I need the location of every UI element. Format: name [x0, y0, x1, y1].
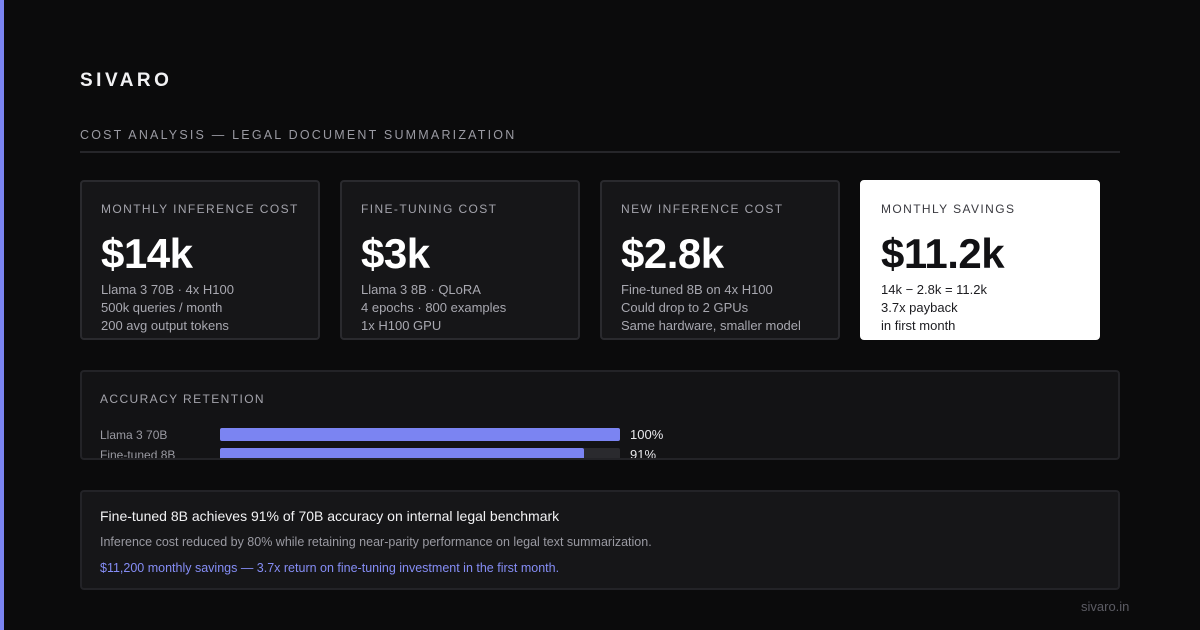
card-value: $14k	[101, 230, 193, 277]
card-detail: 1x H100 GPU	[361, 318, 442, 333]
card-detail: Same hardware, smaller model	[621, 318, 801, 333]
card-detail: Fine-tuned 8B on 4x H100	[621, 282, 773, 297]
accuracy-row-llama-70b: Llama 3 70B 100%	[100, 427, 1100, 443]
card-detail: Could drop to 2 GPUs	[621, 300, 749, 315]
accuracy-bar-fill	[220, 428, 620, 441]
accuracy-title: ACCURACY RETENTION	[100, 392, 265, 406]
summary-detail: Inference cost reduced by 80% while reta…	[100, 535, 652, 549]
card-detail: 200 avg output tokens	[101, 318, 229, 333]
accent-bar	[0, 0, 4, 630]
card-label: NEW INFERENCE COST	[621, 202, 784, 216]
summary-panel: Fine-tuned 8B achieves 91% of 70B accura…	[80, 490, 1120, 590]
card-detail: 4 epochs · 800 examples	[361, 300, 507, 315]
footer-url: sivaro.in	[1081, 599, 1130, 614]
accuracy-row-fine-tuned-8b: Fine-tuned 8B 91%	[100, 447, 1100, 460]
card-label: FINE-TUNING COST	[361, 202, 498, 216]
card-fine-tuning-cost: FINE-TUNING COST $3k Llama 3 8B · QLoRA …	[340, 180, 580, 340]
card-detail: 500k queries / month	[101, 300, 223, 315]
accuracy-retention-panel: ACCURACY RETENTION Llama 3 70B 100% Fine…	[80, 370, 1120, 460]
divider	[80, 151, 1120, 153]
card-value: $3k	[361, 230, 430, 277]
accuracy-row-label: Llama 3 70B	[100, 428, 168, 442]
accuracy-bar-track	[220, 428, 620, 441]
accuracy-bar-track	[220, 448, 620, 458]
card-detail: 3.7x payback	[881, 300, 958, 315]
accuracy-percent: 100%	[630, 427, 664, 442]
accuracy-percent: 91%	[630, 447, 657, 460]
brand-logo: SIVARO	[80, 70, 173, 91]
card-detail: Llama 3 8B · QLoRA	[361, 282, 481, 297]
card-detail: Llama 3 70B · 4x H100	[101, 282, 234, 297]
summary-headline: Fine-tuned 8B achieves 91% of 70B accura…	[100, 508, 560, 524]
accuracy-row-label: Fine-tuned 8B	[100, 448, 176, 460]
card-monthly-savings: MONTHLY SAVINGS $11.2k 14k − 2.8k = 11.2…	[860, 180, 1100, 340]
card-value: $11.2k	[881, 230, 1005, 277]
card-new-inference-cost: NEW INFERENCE COST $2.8k Fine-tuned 8B o…	[600, 180, 840, 340]
summary-highlight: $11,200 monthly savings — 3.7x return on…	[100, 561, 560, 575]
accuracy-bar-fill	[220, 448, 584, 458]
section-title: COST ANALYSIS — LEGAL DOCUMENT SUMMARIZA…	[80, 128, 517, 142]
card-value: $2.8k	[621, 230, 724, 277]
card-monthly-inference-cost: MONTHLY INFERENCE COST $14k Llama 3 70B …	[80, 180, 320, 340]
card-detail: 14k − 2.8k = 11.2k	[881, 282, 987, 297]
card-label: MONTHLY SAVINGS	[881, 202, 1016, 216]
card-label: MONTHLY INFERENCE COST	[101, 202, 299, 216]
card-detail: in first month	[881, 318, 956, 333]
